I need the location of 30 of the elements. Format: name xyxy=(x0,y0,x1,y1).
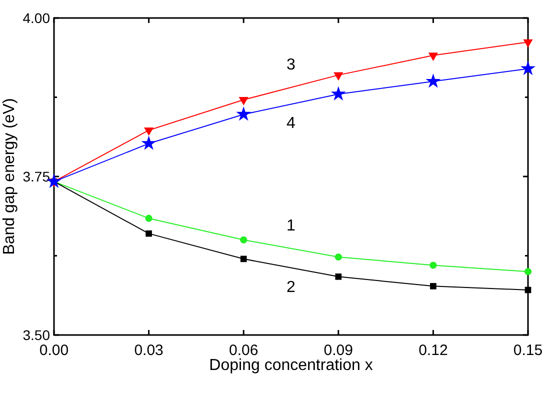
point xyxy=(524,286,532,294)
point xyxy=(520,60,536,76)
x-tick-label: 0.12 xyxy=(418,342,448,359)
x-tick-label: 0.09 xyxy=(324,342,353,359)
point xyxy=(426,74,441,88)
point xyxy=(335,274,342,280)
point xyxy=(240,256,247,262)
point xyxy=(141,136,156,150)
series-label: 2 xyxy=(286,278,296,296)
series-label: 3 xyxy=(286,56,296,74)
point xyxy=(236,106,252,121)
point xyxy=(146,230,152,237)
y-tick-label: 4.00 xyxy=(22,10,50,26)
x-tick-label: 0.03 xyxy=(134,342,164,359)
x-tick-label: 0.15 xyxy=(513,342,543,359)
point xyxy=(145,214,152,222)
x-tick-label: 0.00 xyxy=(39,342,69,359)
y-tick-label: 3.75 xyxy=(22,168,50,184)
x-axis-title: Doping concentration x xyxy=(209,357,373,374)
point xyxy=(330,86,346,100)
point xyxy=(334,253,342,261)
y-axis-title: Band gap energy (eV) xyxy=(1,98,18,255)
point xyxy=(430,262,437,269)
y-tick-label: 3.50 xyxy=(22,327,50,343)
point xyxy=(524,268,532,276)
series-label: 4 xyxy=(286,115,296,132)
x-tick-label: 0.06 xyxy=(229,342,258,359)
point xyxy=(430,283,436,290)
point xyxy=(240,236,248,244)
series-label: 1 xyxy=(286,217,296,234)
